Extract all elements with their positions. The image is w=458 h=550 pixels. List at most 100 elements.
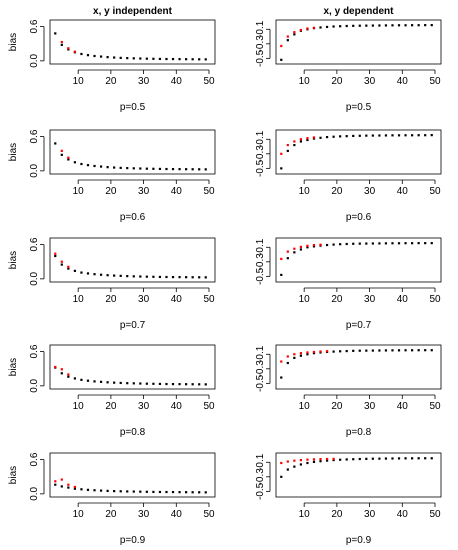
black-point	[378, 349, 381, 352]
x-tick-label: 20	[331, 186, 343, 197]
black-point	[397, 457, 401, 460]
red-point	[312, 136, 316, 139]
red-point	[73, 485, 76, 489]
black-point	[67, 158, 70, 161]
black-point	[404, 242, 407, 245]
black-point	[60, 485, 63, 488]
black-point	[299, 140, 302, 143]
panel-1-2: x, y dependent 10 20 30 40 50 p=0.5 -0.1-0.3-0.…	[255, 6, 442, 113]
red-point	[306, 244, 309, 247]
x-tick-label: 10	[299, 509, 311, 520]
red-point	[312, 26, 316, 29]
black-point	[54, 483, 57, 486]
black-point	[60, 263, 63, 266]
x-tick-label: 30	[138, 509, 150, 520]
black-point	[306, 246, 309, 249]
black-point	[204, 276, 207, 279]
black-point	[365, 134, 368, 137]
black-point	[80, 378, 83, 381]
y-tick-label: -0.3	[255, 35, 266, 53]
x-tick-label: 40	[171, 186, 183, 197]
black-point	[171, 57, 175, 61]
panel-5-1: 10 20 30 40 50 p=0.9 0.0 0.6 bias	[8, 452, 216, 546]
black-point	[417, 242, 420, 245]
x-tick-label: 40	[171, 294, 183, 305]
black-point	[178, 276, 181, 279]
black-point	[54, 142, 57, 145]
black-point	[132, 382, 135, 385]
black-point	[391, 457, 394, 460]
y-tick-label: 0.0	[29, 163, 40, 177]
black-point	[60, 372, 63, 375]
black-point	[67, 375, 70, 378]
y-axis-label: bias	[8, 143, 19, 161]
y-tick-label: -0.1	[255, 345, 266, 363]
black-point	[286, 149, 289, 153]
black-point	[113, 381, 116, 384]
panel-3-2: 10 20 30 40 50 p=0.7 -0.1-0.3-0.5	[255, 237, 442, 331]
red-point	[54, 365, 57, 369]
black-point	[352, 458, 355, 461]
red-point	[306, 137, 309, 140]
black-point	[345, 349, 348, 353]
black-point	[73, 487, 76, 490]
panel-5-2: 10 20 30 40 50 p=0.9 -0.1-0.3-0.5	[255, 452, 442, 546]
red-point	[280, 152, 283, 155]
black-point	[171, 382, 175, 386]
red-point	[73, 50, 76, 53]
black-point	[158, 490, 162, 494]
x-tick-label: 50	[429, 186, 441, 197]
black-point	[132, 275, 135, 278]
plot-frame	[49, 344, 216, 390]
y-tick-label: -0.5	[255, 267, 266, 285]
black-point	[280, 167, 283, 170]
x-tick-label: 30	[138, 294, 150, 305]
x-tick-label: 10	[73, 76, 85, 87]
plot-frame	[49, 129, 216, 175]
black-point	[384, 349, 388, 352]
black-point	[339, 350, 342, 353]
black-point	[352, 24, 355, 27]
black-point	[152, 275, 155, 278]
y-tick-label: 0.6	[29, 452, 40, 466]
black-point	[319, 26, 322, 29]
red-point	[325, 457, 329, 461]
black-point	[404, 24, 407, 27]
black-point	[325, 25, 329, 29]
black-point	[119, 56, 122, 59]
black-point	[198, 168, 201, 171]
red-point	[280, 360, 283, 363]
black-point	[106, 56, 109, 59]
black-point	[73, 161, 76, 164]
black-point	[198, 383, 201, 386]
x-tick-label: 40	[397, 401, 409, 412]
red-point	[299, 352, 302, 355]
black-point	[198, 491, 201, 494]
black-point	[198, 58, 201, 61]
x-axis-label: p=0.7	[346, 320, 372, 331]
black-point	[158, 57, 162, 61]
y-tick-label: -0.3	[255, 360, 266, 378]
black-point	[80, 52, 83, 56]
black-point	[397, 24, 401, 27]
y-tick-label: 0.0	[29, 486, 40, 500]
black-point	[139, 57, 142, 60]
red-point	[332, 457, 335, 460]
black-point	[185, 168, 188, 171]
panel-3-1: 10 20 30 40 50 p=0.7 0.0 0.6 bias	[8, 237, 216, 331]
black-point	[312, 245, 316, 248]
black-point	[424, 349, 427, 352]
panel-1-1: x, y independent 10 20 30 40 50 p=0.5 0.0 0.6 bia…	[8, 6, 216, 113]
black-point	[286, 468, 289, 471]
x-tick-label: 30	[364, 76, 376, 87]
plot-frame	[49, 452, 216, 498]
red-point	[306, 458, 309, 461]
black-point	[371, 242, 374, 245]
black-point	[113, 166, 116, 169]
x-tick-label: 40	[397, 509, 409, 520]
panel-4-1: 10 20 30 40 50 p=0.8 0.0 0.6 bias	[8, 344, 216, 438]
red-point	[293, 247, 296, 250]
red-point	[67, 373, 70, 376]
y-tick-label: -0.5	[255, 159, 266, 177]
black-point	[165, 275, 168, 279]
